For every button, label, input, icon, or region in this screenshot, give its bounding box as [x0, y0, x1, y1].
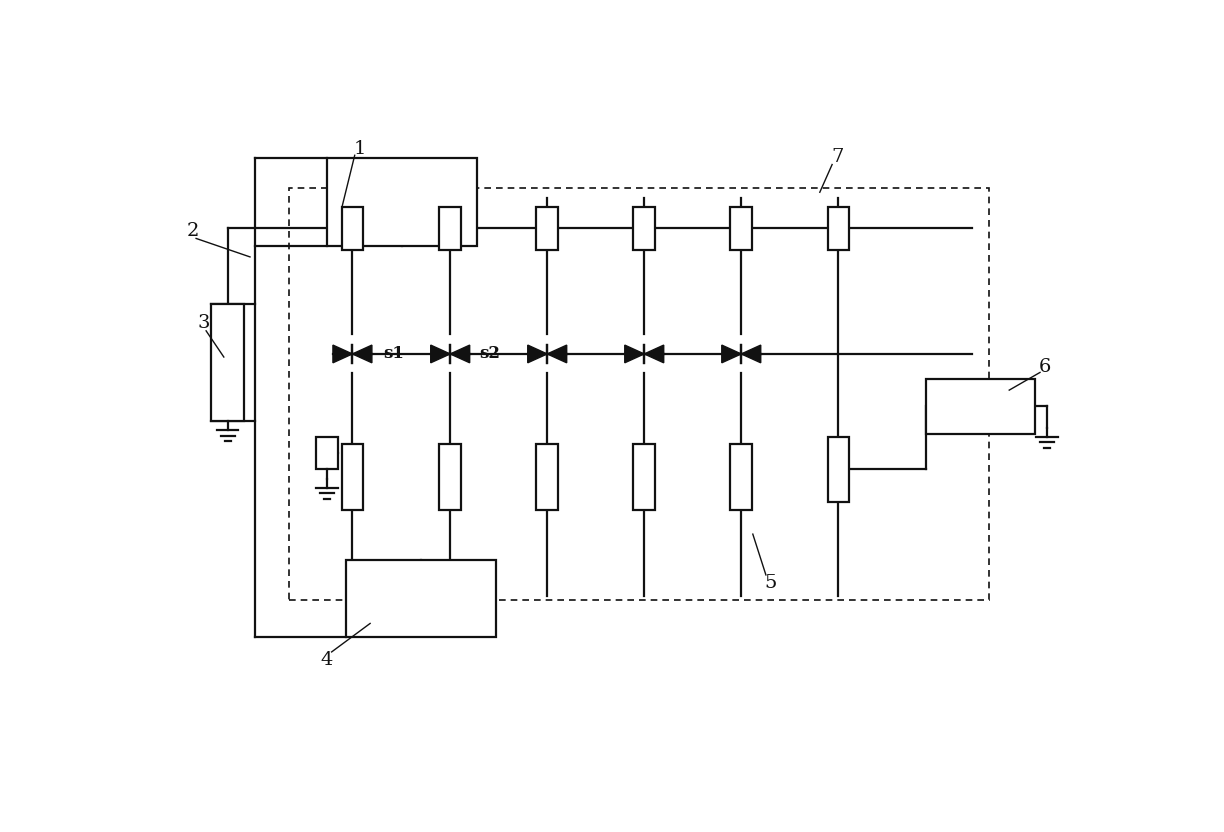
Text: s2: s2	[480, 345, 501, 363]
Text: 6: 6	[1039, 358, 1051, 376]
Bar	[634, 207, 655, 250]
Polygon shape	[722, 345, 742, 363]
Text: 5: 5	[764, 573, 777, 592]
Text: 4: 4	[321, 651, 333, 669]
Bar	[327, 157, 477, 246]
Bar	[927, 379, 1036, 434]
Bar	[341, 207, 364, 250]
Text: 7: 7	[831, 148, 843, 166]
Bar	[827, 207, 849, 250]
Bar	[289, 188, 989, 601]
Bar	[634, 444, 655, 510]
Text: 3: 3	[197, 314, 211, 332]
Bar	[346, 560, 497, 636]
Text: 1: 1	[354, 140, 366, 158]
Bar	[439, 444, 461, 510]
Polygon shape	[528, 345, 547, 363]
Bar	[536, 444, 558, 510]
Polygon shape	[450, 345, 470, 363]
Bar	[341, 444, 364, 510]
Polygon shape	[431, 345, 450, 363]
Polygon shape	[353, 345, 372, 363]
Bar	[316, 437, 338, 469]
Text: s1: s1	[383, 345, 404, 363]
Bar	[827, 437, 849, 503]
Polygon shape	[644, 345, 663, 363]
Bar	[536, 207, 558, 250]
Polygon shape	[333, 345, 353, 363]
Polygon shape	[547, 345, 567, 363]
Polygon shape	[742, 345, 761, 363]
Polygon shape	[624, 345, 644, 363]
Bar	[212, 304, 244, 421]
Text: 2: 2	[187, 222, 200, 240]
Bar	[439, 207, 461, 250]
Bar	[731, 444, 752, 510]
Bar	[731, 207, 752, 250]
